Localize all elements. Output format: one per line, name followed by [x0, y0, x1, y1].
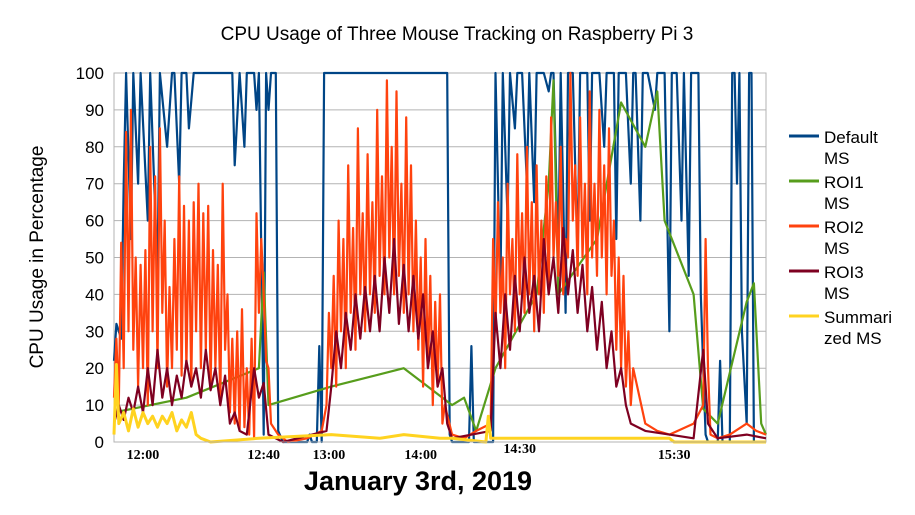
y-tick-label: 40	[85, 285, 104, 304]
x-axis-label: January 3rd, 2019	[304, 466, 532, 496]
series-roi1-ms	[113, 79, 768, 436]
x-tick-label: 12:00	[127, 448, 160, 463]
series-line	[112, 226, 767, 444]
legend-entry: ROI2 MS	[789, 218, 864, 258]
x-tick-label: 14:30	[503, 442, 536, 457]
series-line	[112, 71, 766, 444]
y-tick-label: 70	[85, 175, 104, 194]
legend-entry: Default MS	[789, 128, 878, 168]
x-tick-label: 14:00	[404, 448, 437, 463]
series-default-ms	[112, 71, 766, 444]
y-tick-label: 60	[85, 212, 104, 231]
y-tick-label: 80	[85, 138, 104, 157]
series-line	[113, 79, 768, 436]
legend: Default MS ROI1 MS ROI2 MS ROI3 MS Summari zed MS	[789, 128, 892, 348]
legend-label: ROI3 MS	[824, 263, 864, 303]
series-line	[112, 71, 767, 444]
legend-entry: Summari zed MS	[789, 308, 892, 348]
legend-label: ROI1 MS	[824, 173, 864, 213]
legend-label: ROI2 MS	[824, 218, 864, 258]
x-axis-ticks: 12:00 12:40 13:00 14:00 14:30 15:30	[114, 441, 766, 463]
y-tick-label: 50	[85, 249, 104, 268]
series-layer	[112, 71, 768, 444]
series-roi2-ms	[112, 71, 767, 444]
series-summarized-ms	[112, 363, 766, 444]
series-line	[112, 363, 766, 444]
legend-entry: ROI3 MS	[789, 263, 864, 303]
x-tick-label: 12:40	[247, 448, 280, 463]
y-tick-label: 100	[76, 64, 104, 83]
y-tick-label: 10	[85, 396, 104, 415]
y-axis-label: CPU Usage in Percentage	[27, 146, 48, 369]
y-axis-ticks: 0 10 20 30 40 50 60 70 80 90 100	[76, 64, 104, 452]
x-tick-label: 13:00	[313, 448, 346, 463]
y-tick-label: 90	[85, 101, 104, 120]
y-tick-label: 0	[95, 433, 104, 452]
legend-label: Summari zed MS	[824, 308, 892, 348]
legend-label: Default MS	[824, 128, 878, 168]
chart-title: CPU Usage of Three Mouse Tracking on Ras…	[221, 24, 694, 45]
x-tick-label: 15:30	[658, 448, 691, 463]
legend-entry: ROI1 MS	[789, 173, 864, 213]
series-roi3-ms	[112, 226, 767, 444]
y-tick-label: 20	[85, 359, 104, 378]
y-tick-label: 30	[85, 322, 104, 341]
